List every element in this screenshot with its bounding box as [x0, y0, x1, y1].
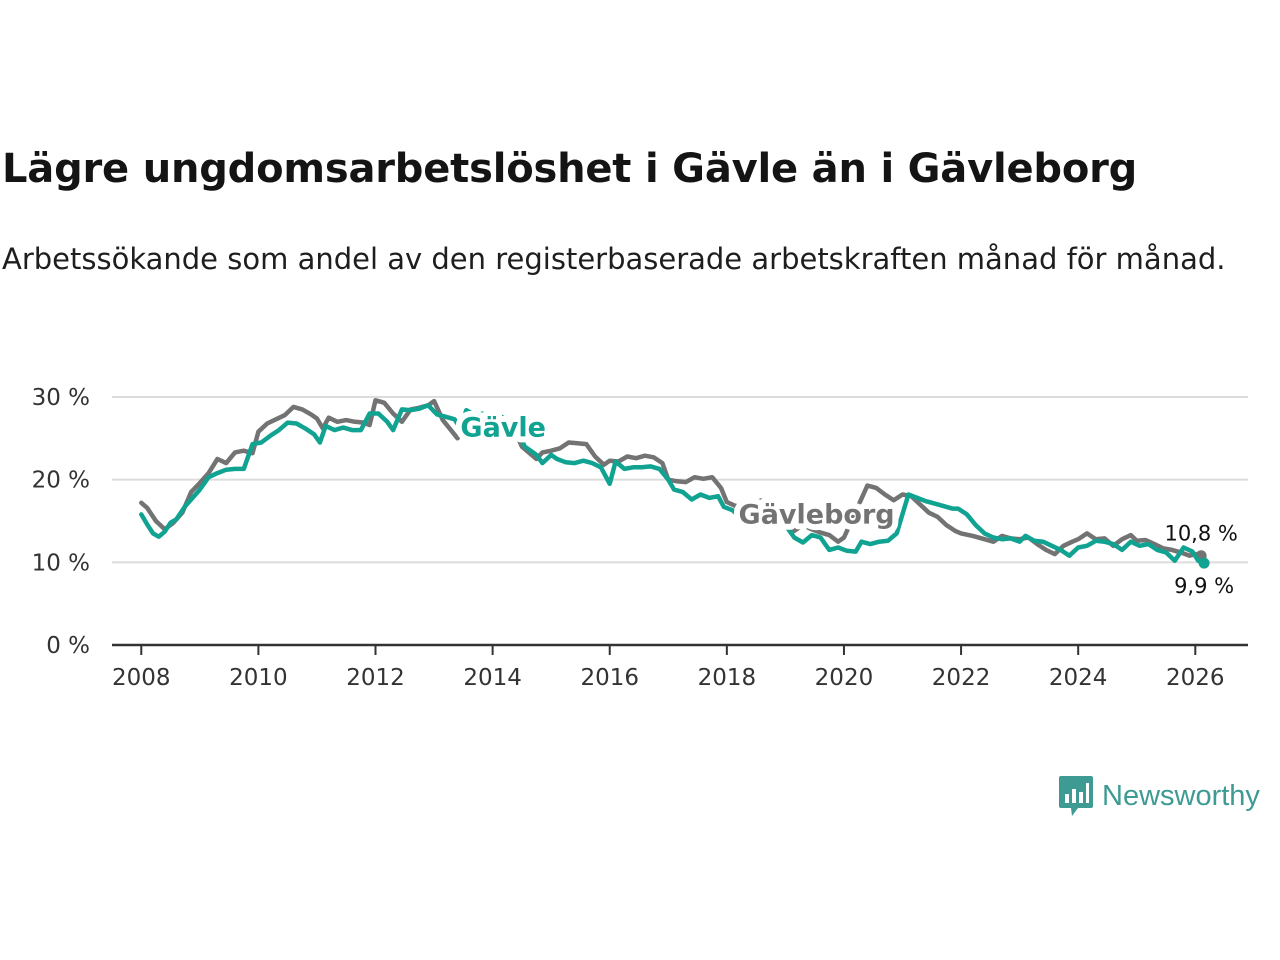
x-tick-label: 2012 — [346, 665, 405, 691]
newsworthy-logo[interactable]: Newsworthy — [1058, 774, 1260, 818]
x-tick-label: 2008 — [112, 665, 171, 691]
y-tick-label: 10 % — [32, 550, 90, 576]
end-point-gävle — [1198, 557, 1210, 569]
y-tick-label: 30 % — [32, 385, 90, 411]
chart-title: Lägre ungdomsarbetslöshet i Gävle än i G… — [2, 146, 1138, 192]
line-chart: 0 % 10 % 20 % 30 % 2008 2010 2012 2014 2016 2018… — [32, 385, 1248, 691]
y-axis: 0 % 10 % 20 % 30 % — [32, 385, 90, 659]
x-tick-label: 2026 — [1166, 665, 1225, 691]
series-labels: Gävleborg Gävle 10,8 % 9,9 % — [454, 407, 1240, 601]
x-tick-label: 2010 — [229, 665, 288, 691]
newsworthy-logo-icon — [1059, 776, 1093, 816]
series-label-gävle: Gävle — [460, 413, 546, 444]
x-axis: 2008 2010 2012 2014 2016 2018 2020 2022 2024 2026 — [112, 643, 1248, 691]
series-label-gävleborg: Gävleborg — [739, 499, 895, 530]
y-tick-label: 0 % — [46, 633, 90, 659]
x-tick-label: 2016 — [580, 665, 639, 691]
series-lines — [139, 398, 1210, 569]
y-tick-label: 20 % — [32, 468, 90, 494]
chart-subtitle: Arbetssökande som andel av den registerb… — [2, 242, 1226, 276]
end-label-gävleborg: 10,8 % — [1164, 522, 1237, 546]
brand-name: Newsworthy — [1102, 779, 1260, 812]
x-tick-label: 2022 — [932, 665, 991, 691]
x-tick-label: 2014 — [463, 665, 522, 691]
series-line-gävle — [139, 403, 1207, 566]
end-label-gävle: 9,9 % — [1174, 574, 1234, 598]
x-tick-label: 2020 — [815, 665, 874, 691]
x-tick-label: 2024 — [1049, 665, 1108, 691]
x-tick-label: 2018 — [698, 665, 757, 691]
